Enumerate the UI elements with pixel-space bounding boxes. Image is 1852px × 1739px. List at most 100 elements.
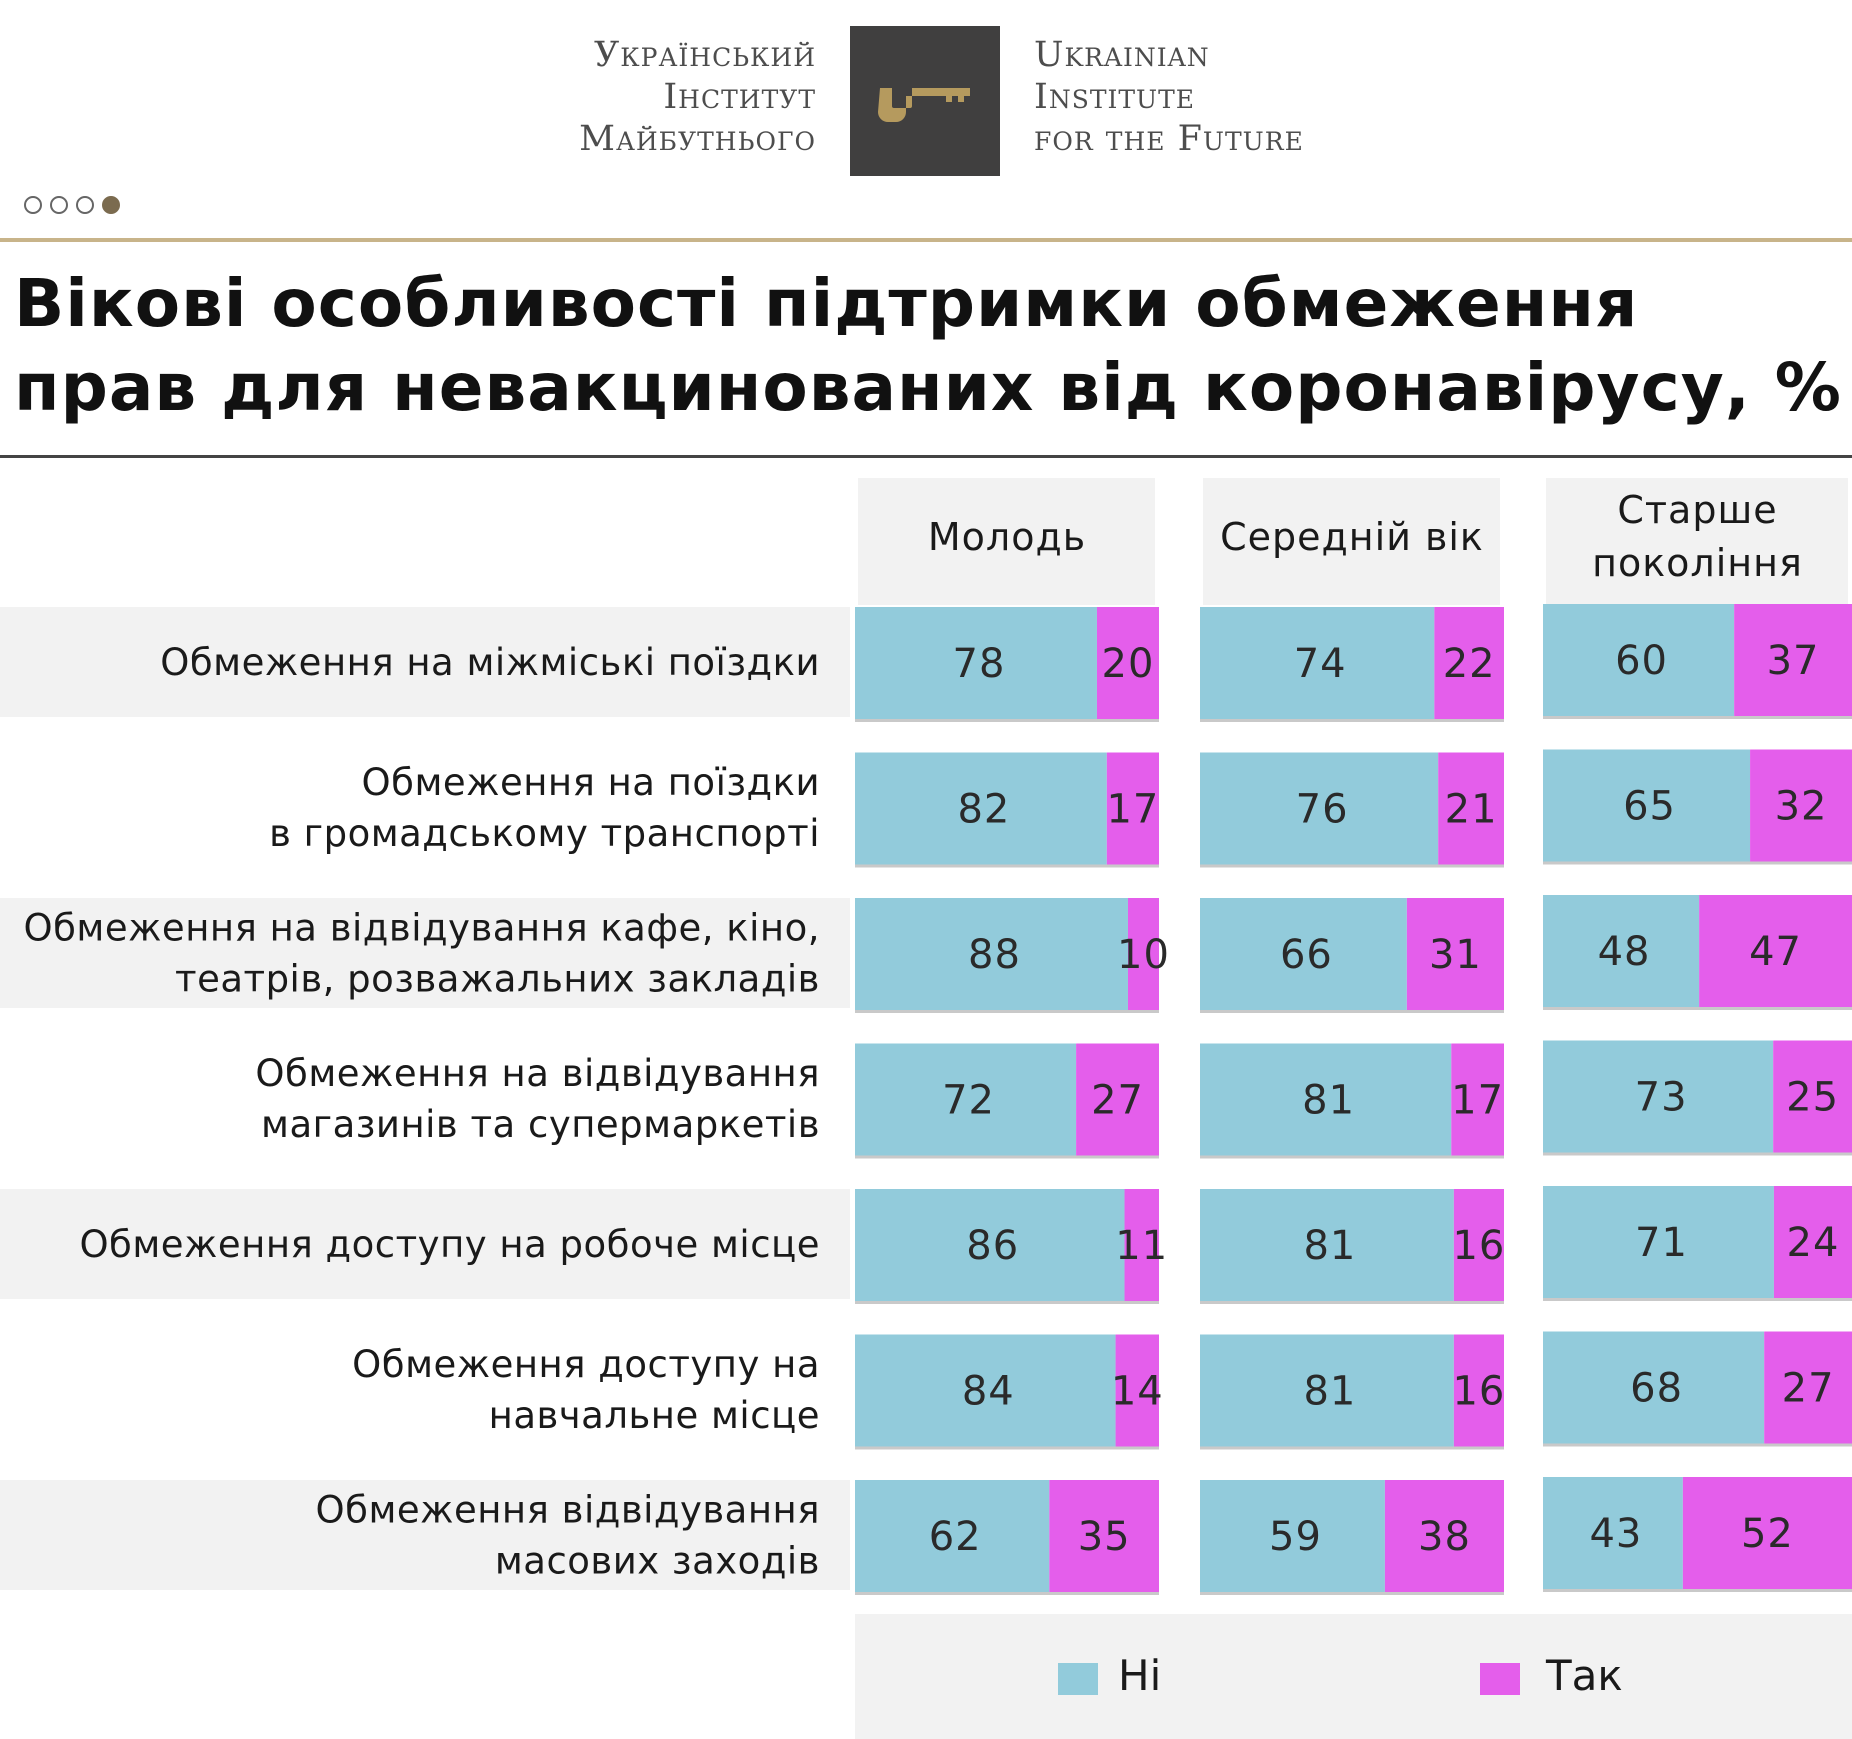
bar-shadow [1200, 719, 1504, 722]
bar-shadow [1543, 1443, 1852, 1447]
category-label: навчальне місце [489, 1394, 820, 1437]
data-label-no: 48 [1598, 929, 1651, 975]
bar-segment-no [1200, 898, 1407, 1010]
title-divider [0, 455, 1852, 458]
category-label: Обмеження на поїздки [362, 761, 821, 804]
bar-shadow [1200, 1301, 1504, 1304]
data-label-no: 72 [942, 1078, 995, 1124]
bar-segment-no [1543, 1331, 1765, 1444]
data-label-yes: 52 [1741, 1511, 1794, 1557]
bar-segment-no [1543, 1186, 1774, 1298]
bar-segment-yes [1682, 1477, 1852, 1589]
row-stripe [0, 898, 850, 1008]
data-label-no: 43 [1589, 1511, 1642, 1557]
data-label-yes: 10 [1117, 932, 1170, 978]
bar-segment-no [1200, 1189, 1454, 1301]
legend-label-yes: Так [1545, 1651, 1623, 1700]
logo-en-line-2: Institute [1034, 77, 1196, 117]
data-label-yes: 38 [1418, 1514, 1471, 1560]
bar-segment-yes [1124, 1189, 1159, 1301]
group-header-bg [1546, 478, 1848, 605]
data-label-no: 74 [1294, 641, 1347, 687]
data-label-yes: 31 [1429, 932, 1482, 978]
pagination-dot-4-active[interactable] [102, 196, 120, 214]
data-label-no: 68 [1630, 1366, 1683, 1412]
bar-segment-no [1200, 752, 1439, 865]
bar-shadow [855, 719, 1159, 722]
bar-segment-no [1543, 604, 1735, 716]
data-label-no: 81 [1303, 1223, 1356, 1269]
logo-en-line-3: for the Future [1034, 119, 1304, 159]
bar-segment-yes [1434, 607, 1504, 719]
category-label: магазинів та супермаркетів [261, 1103, 820, 1146]
data-label-yes: 17 [1451, 1078, 1504, 1124]
group-header-bg [858, 478, 1155, 605]
data-label-yes: 14 [1111, 1369, 1164, 1415]
bar-shadow [855, 1010, 1159, 1013]
bar-segment-yes [1076, 1043, 1159, 1156]
bar-shadow [1200, 1155, 1504, 1159]
data-label-no: 78 [953, 641, 1006, 687]
data-label-yes: 20 [1102, 641, 1155, 687]
bar-segment-no [855, 752, 1107, 865]
data-label-no: 71 [1635, 1220, 1688, 1266]
bar-segment-no [1543, 1477, 1683, 1589]
slide-pagination [24, 196, 128, 218]
bar-segment-yes [1451, 1043, 1504, 1156]
data-label-yes: 11 [1115, 1223, 1168, 1269]
bar-segment-yes [1773, 1186, 1852, 1298]
data-label-no: 60 [1615, 638, 1668, 684]
data-label-no: 82 [957, 787, 1010, 833]
data-label-no: 88 [968, 932, 1021, 978]
data-label-yes: 24 [1787, 1220, 1840, 1266]
data-label-no: 66 [1280, 932, 1333, 978]
group-header-label: Молодь [928, 515, 1086, 559]
bar-segment-no [1200, 1334, 1454, 1447]
category-label: масових заходів [495, 1540, 820, 1583]
bar-segment-yes [1764, 1331, 1852, 1444]
legend-swatch-yes [1480, 1663, 1520, 1695]
bar-shadow [855, 1592, 1159, 1595]
chart-title: Вікові особливості підтримки обмеження п… [14, 265, 1842, 426]
logo-english-text: Ukrainian Institute for the Future [1034, 34, 1304, 160]
data-label-yes: 27 [1091, 1078, 1144, 1124]
row-stripe [0, 607, 850, 717]
data-label-no: 65 [1623, 784, 1676, 830]
pagination-dot-2[interactable] [50, 196, 68, 214]
bar-segment-yes [1127, 898, 1159, 1010]
bar-segment-yes [1406, 898, 1504, 1010]
category-label: Обмеження на відвідування кафе, кіно, [23, 907, 820, 950]
data-label-no: 76 [1296, 787, 1349, 833]
bar-segment-no [855, 1334, 1116, 1447]
category-label: Обмеження на відвідування [255, 1052, 820, 1095]
data-label-yes: 17 [1106, 787, 1159, 833]
logo-ukrainian-text: Український Інститут Майбутнього [579, 34, 816, 160]
bar-shadow [855, 1155, 1159, 1159]
data-label-yes: 25 [1786, 1075, 1839, 1121]
bar-segment-yes [1438, 752, 1504, 865]
data-label-no: 59 [1269, 1514, 1322, 1560]
data-label-no: 81 [1303, 1369, 1356, 1415]
category-label: Обмеження доступу на [352, 1343, 820, 1386]
data-label-no: 73 [1635, 1075, 1688, 1121]
bar-segment-no [855, 898, 1128, 1010]
bar-segment-yes [1699, 895, 1852, 1007]
pagination-dot-3[interactable] [76, 196, 94, 214]
legend-label-no: Ні [1118, 1651, 1161, 1700]
bar-segment-no [1200, 1043, 1452, 1156]
bar-shadow [1200, 1010, 1504, 1013]
bar-segment-no [855, 1043, 1077, 1156]
bar-segment-yes [1115, 1334, 1159, 1447]
bar-segment-no [1543, 895, 1700, 1007]
bar-segment-no [855, 1189, 1125, 1301]
bar-shadow [1200, 864, 1504, 868]
data-label-yes: 32 [1775, 784, 1828, 830]
logo-ua-line-2: Інститут [663, 77, 816, 117]
category-label: Обмеження на міжміські поїздки [160, 641, 820, 684]
bar-segment-yes [1384, 1480, 1504, 1592]
pagination-dot-1[interactable] [24, 196, 42, 214]
bar-segment-no [1543, 749, 1751, 862]
row-stripe [0, 1480, 850, 1590]
group-header-bg [1203, 478, 1500, 605]
